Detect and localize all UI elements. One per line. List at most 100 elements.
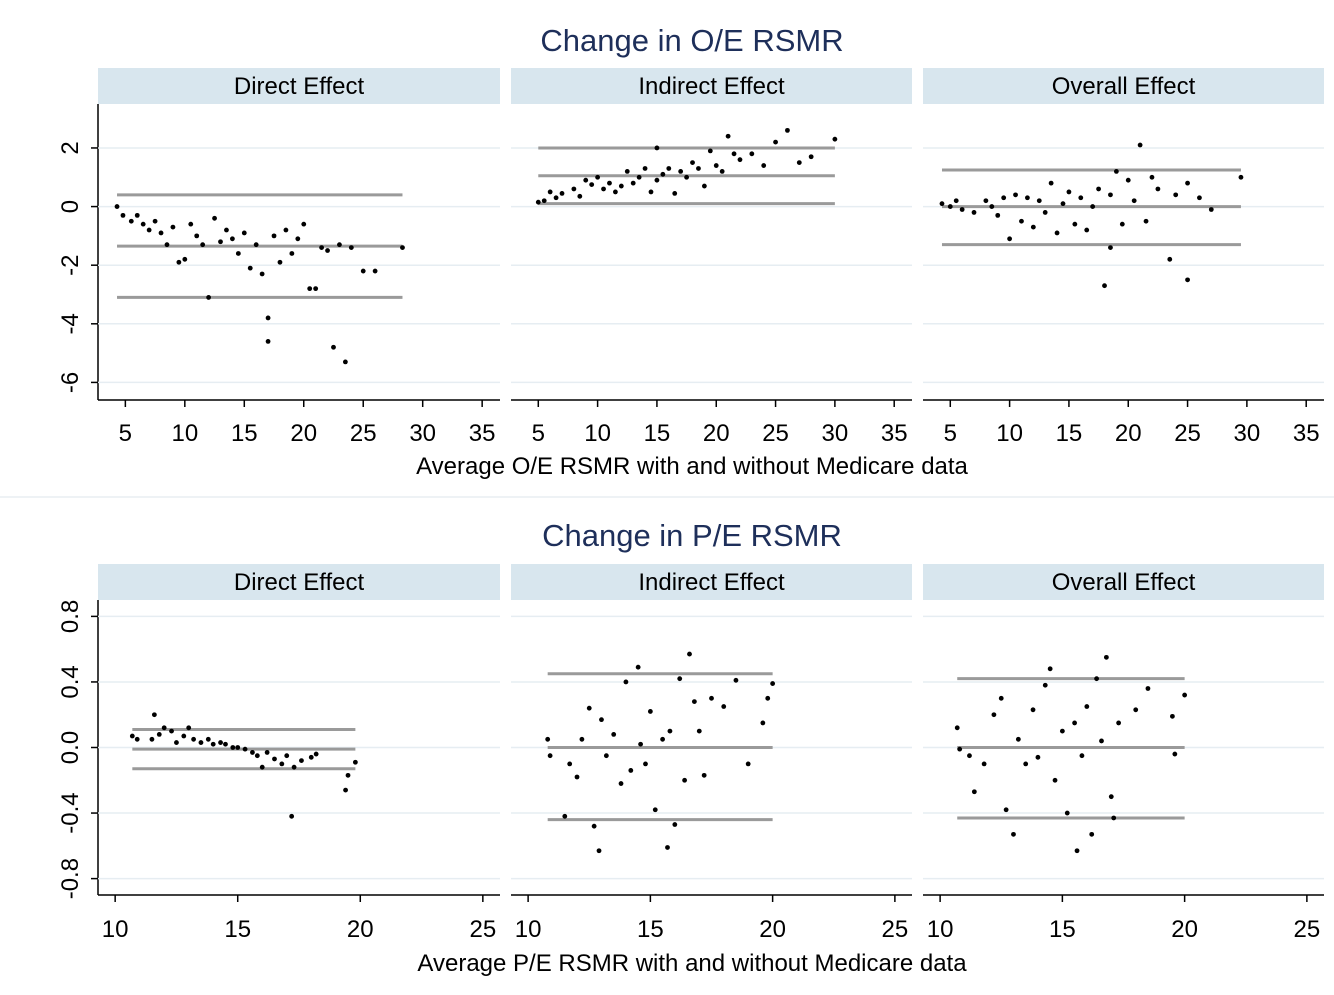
point <box>1084 227 1090 233</box>
point <box>218 740 223 745</box>
point <box>648 189 654 195</box>
point <box>981 761 987 767</box>
point <box>120 212 126 218</box>
y-tick-label: 0.4 <box>57 665 84 698</box>
point <box>983 198 989 204</box>
panel-title: Overall Effect <box>1052 569 1196 596</box>
point <box>1099 738 1104 744</box>
point <box>660 736 665 742</box>
point <box>761 163 767 168</box>
point <box>677 676 683 682</box>
point <box>624 169 630 174</box>
point <box>547 189 553 195</box>
x-tick-label: 30 <box>409 420 436 447</box>
point <box>1084 704 1090 709</box>
point <box>254 753 260 759</box>
point <box>1094 676 1100 682</box>
x-tick-label: 15 <box>224 916 251 943</box>
point <box>796 160 802 166</box>
point <box>667 728 673 734</box>
point <box>684 174 689 180</box>
point <box>400 245 405 251</box>
point <box>1030 224 1036 230</box>
x-tick-label: 25 <box>1174 420 1201 447</box>
point <box>205 736 211 742</box>
point <box>1015 736 1021 742</box>
point <box>832 136 838 142</box>
point <box>749 151 755 157</box>
point <box>1111 815 1117 821</box>
point <box>947 204 953 209</box>
point <box>1054 230 1060 236</box>
panel-title: Indirect Effect <box>638 73 785 100</box>
point <box>212 215 217 221</box>
point <box>630 180 636 186</box>
point <box>567 761 573 767</box>
point <box>957 746 963 752</box>
point <box>1090 204 1096 209</box>
panel-strip <box>511 564 912 600</box>
point <box>1007 236 1013 242</box>
figure-title: Change in O/E RSMR <box>540 23 843 58</box>
y-tick-label: -6 <box>57 372 84 393</box>
point <box>725 133 731 139</box>
point <box>553 195 559 201</box>
point <box>559 190 565 196</box>
point <box>169 728 174 734</box>
point <box>623 679 629 685</box>
x-tick-label: 15 <box>1049 916 1076 943</box>
point <box>733 677 739 683</box>
point <box>1036 198 1042 204</box>
point <box>1042 682 1048 688</box>
point <box>325 248 330 253</box>
point <box>337 242 342 248</box>
panel-strip <box>98 564 500 600</box>
point <box>991 712 997 718</box>
point <box>247 265 253 271</box>
point <box>1172 751 1178 757</box>
point <box>719 169 725 174</box>
point <box>210 741 216 747</box>
x-tick-label: 5 <box>532 420 545 447</box>
point <box>579 736 585 742</box>
x-tick-label: 25 <box>350 420 377 447</box>
point <box>352 759 358 765</box>
point <box>140 221 146 227</box>
point <box>264 750 270 755</box>
point <box>283 227 289 233</box>
x-tick-label: 25 <box>882 916 909 943</box>
panel-strip <box>923 564 1324 600</box>
point <box>687 651 692 657</box>
point <box>1167 256 1173 262</box>
point <box>666 166 672 171</box>
point <box>272 756 277 762</box>
point <box>642 166 648 171</box>
point <box>149 736 155 742</box>
point <box>607 180 612 186</box>
point <box>1182 692 1188 698</box>
point <box>348 245 354 251</box>
point <box>1035 754 1041 760</box>
panel-title: Overall Effect <box>1052 73 1196 100</box>
x-tick-label: 20 <box>1115 420 1142 447</box>
x-tick-label: 10 <box>927 916 954 943</box>
panel-strip <box>98 68 500 104</box>
x-tick-label: 20 <box>347 916 374 943</box>
point <box>152 218 158 224</box>
point <box>773 139 778 145</box>
panel-title: Direct Effect <box>234 569 365 596</box>
y-tick-label: 2 <box>57 141 84 154</box>
point <box>665 845 670 850</box>
point <box>200 242 206 248</box>
x-tick-label: 5 <box>119 420 132 447</box>
point <box>709 695 714 701</box>
x-axis-label: Average O/E RSMR with and without Medica… <box>416 453 968 480</box>
point <box>176 259 182 265</box>
point <box>745 761 751 767</box>
point <box>589 182 595 187</box>
point <box>271 233 277 239</box>
point <box>1064 810 1070 816</box>
point <box>1145 686 1151 691</box>
point <box>1155 186 1161 192</box>
